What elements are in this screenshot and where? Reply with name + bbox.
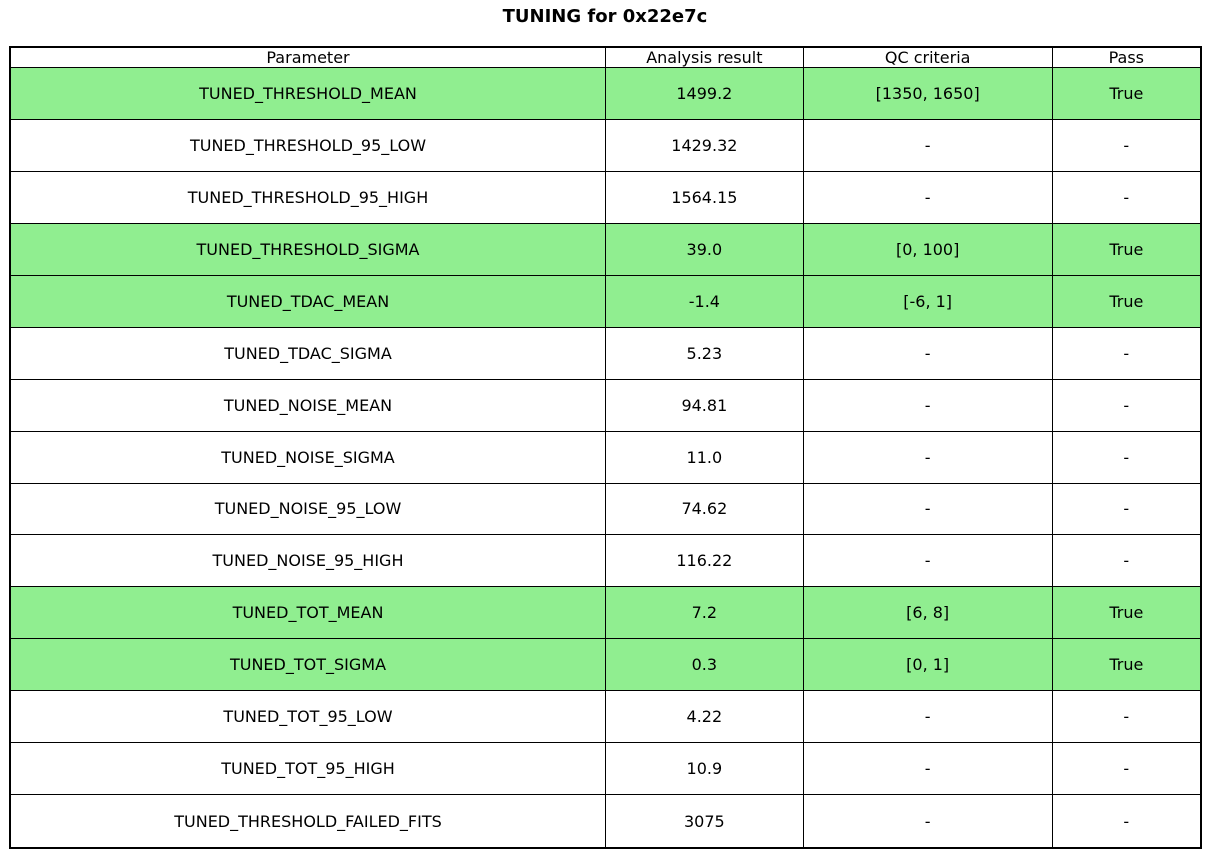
table-row: TUNED_THRESHOLD_95_LOW 1429.32- - [9, 118, 1202, 172]
pass-cell: - [1051, 794, 1202, 849]
table-header: Parameter Analysis result QC criteria Pass [9, 46, 1202, 68]
pass-cell: - [1051, 534, 1202, 588]
analysis-result-cell: 11.0 [605, 430, 804, 484]
qc-criteria-cell: - [802, 378, 1053, 432]
pass-cell: True [1051, 222, 1202, 276]
table-row: TUNED_TOT_95_HIGH 10.9- - [9, 742, 1202, 796]
parameter-cell: TUNED_THRESHOLD_95_LOW [9, 118, 606, 172]
table-body: TUNED_THRESHOLD_MEAN 1499.2 [1350, 1650] Tr… [9, 67, 1202, 849]
qc-criteria-cell: - [802, 430, 1053, 484]
column-header-qc-criteria: QC criteria [802, 46, 1053, 68]
header-row: Parameter Analysis result QC criteria Pass [9, 46, 1202, 68]
pass-cell: - [1051, 326, 1202, 380]
analysis-result-cell: 1564.15 [605, 170, 804, 224]
column-header-parameter: Parameter [9, 46, 606, 68]
analysis-result-cell: -1.4 [605, 274, 804, 328]
table-row: TUNED_THRESHOLD_MEAN 1499.2 [1350, 1650] Tr… [9, 67, 1202, 120]
table-row: TUNED_TOT_95_LOW 4.22- - [9, 690, 1202, 744]
analysis-result-cell: 39.0 [605, 222, 804, 276]
table-row: TUNED_NOISE_SIGMA 11.0- - [9, 430, 1202, 484]
pass-cell: - [1051, 118, 1202, 172]
analysis-result-cell: 94.81 [605, 378, 804, 432]
qc-criteria-cell: [0, 100] [802, 222, 1053, 276]
parameter-cell: TUNED_NOISE_95_HIGH [9, 534, 606, 588]
qc-criteria-cell: [-6, 1] [802, 274, 1053, 328]
qc-criteria-cell: [0, 1] [802, 638, 1053, 692]
analysis-result-cell: 74.62 [605, 482, 804, 536]
column-header-analysis-result: Analysis result [605, 46, 804, 68]
qc-criteria-cell: - [802, 170, 1053, 224]
pass-cell: - [1051, 430, 1202, 484]
pass-cell: True [1051, 67, 1202, 120]
analysis-result-cell: 1429.32 [605, 118, 804, 172]
parameter-cell: TUNED_NOISE_MEAN [9, 378, 606, 432]
parameter-cell: TUNED_THRESHOLD_FAILED_FITS [9, 794, 606, 849]
parameter-cell: TUNED_TOT_SIGMA [9, 638, 606, 692]
parameter-cell: TUNED_TOT_MEAN [9, 586, 606, 640]
qc-criteria-cell: - [802, 534, 1053, 588]
pass-cell: True [1051, 586, 1202, 640]
table-row: TUNED_TOT_MEAN 7.2 [6, 8] True [9, 586, 1202, 640]
pass-cell: - [1051, 742, 1202, 796]
pass-cell: True [1051, 274, 1202, 328]
analysis-result-cell: 4.22 [605, 690, 804, 744]
parameter-cell: TUNED_THRESHOLD_MEAN [9, 67, 606, 120]
parameter-cell: TUNED_THRESHOLD_95_HIGH [9, 170, 606, 224]
qc-criteria-cell: [1350, 1650] [802, 67, 1053, 120]
pass-cell: - [1051, 378, 1202, 432]
qc-table: Parameter Analysis result QC criteria Pass … [9, 46, 1202, 849]
pass-cell: - [1051, 170, 1202, 224]
qc-criteria-cell: - [802, 794, 1053, 849]
table-row: TUNED_NOISE_95_LOW 74.62- - [9, 482, 1202, 536]
figure-title: TUNING for 0x22e7c [502, 6, 708, 27]
parameter-cell: TUNED_TOT_95_HIGH [9, 742, 606, 796]
parameter-cell: TUNED_TOT_95_LOW [9, 690, 606, 744]
qc-criteria-cell: - [802, 482, 1053, 536]
qc-criteria-cell: [6, 8] [802, 586, 1053, 640]
parameter-cell: TUNED_TDAC_SIGMA [9, 326, 606, 380]
table-row: TUNED_TOT_SIGMA 0.3 [0, 1] True [9, 638, 1202, 692]
table-row: TUNED_THRESHOLD_95_HIGH 1564.15- - [9, 170, 1202, 224]
analysis-result-cell: 116.22 [605, 534, 804, 588]
parameter-cell: TUNED_NOISE_95_LOW [9, 482, 606, 536]
table-row: TUNED_NOISE_MEAN 94.81- - [9, 378, 1202, 432]
parameter-cell: TUNED_THRESHOLD_SIGMA [9, 222, 606, 276]
table-row: TUNED_THRESHOLD_FAILED_FITS 3075- - [9, 794, 1202, 849]
column-header-pass: Pass [1051, 46, 1202, 68]
analysis-result-cell: 0.3 [605, 638, 804, 692]
parameter-cell: TUNED_TDAC_MEAN [9, 274, 606, 328]
qc-criteria-cell: - [802, 742, 1053, 796]
table-row: TUNED_TDAC_SIGMA 5.23- - [9, 326, 1202, 380]
analysis-result-cell: 7.2 [605, 586, 804, 640]
parameter-cell: TUNED_NOISE_SIGMA [9, 430, 606, 484]
table-row: TUNED_THRESHOLD_SIGMA 39.0 [0, 100] True [9, 222, 1202, 276]
qc-criteria-cell: - [802, 326, 1053, 380]
pass-cell: - [1051, 482, 1202, 536]
pass-cell: True [1051, 638, 1202, 692]
qc-criteria-cell: - [802, 118, 1053, 172]
analysis-result-cell: 3075 [605, 794, 804, 849]
analysis-result-cell: 1499.2 [605, 67, 804, 120]
qc-criteria-cell: - [802, 690, 1053, 744]
analysis-result-cell: 5.23 [605, 326, 804, 380]
table-row: TUNED_NOISE_95_HIGH 116.22- - [9, 534, 1202, 588]
analysis-result-cell: 10.9 [605, 742, 804, 796]
table-row: TUNED_TDAC_MEAN -1.4 [-6, 1] True [9, 274, 1202, 328]
pass-cell: - [1051, 690, 1202, 744]
